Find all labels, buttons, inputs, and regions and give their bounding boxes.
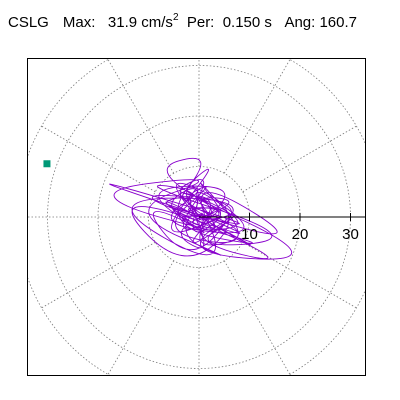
polar-spoke-300 — [223, 260, 291, 375]
per-label: Per: — [186, 14, 215, 31]
max-unit: cm/s — [141, 14, 173, 31]
max-value: 31.9 — [107, 14, 138, 31]
plot-frame: 10 20 30 — [27, 58, 366, 376]
max-label: Max: — [62, 14, 96, 31]
ang-value: 160.7 — [319, 14, 358, 31]
radial-axis-tick-label-30: 30 — [342, 226, 359, 243]
max-unit-exponent: 2 — [172, 12, 179, 23]
polar-spoke-30 — [242, 125, 357, 193]
polar-spoke-240 — [107, 260, 175, 375]
radial-axis-tick-label-20: 20 — [292, 226, 309, 243]
polar-spoke-60 — [223, 59, 291, 174]
chart-header: CSLG Max: 31.9 cm/s2 Per: 0.150 s Ang: 16… — [8, 12, 358, 31]
polar-spoke-210 — [41, 241, 156, 309]
station-code: CSLG — [8, 14, 49, 31]
per-value: 0.150 s — [222, 14, 272, 31]
max-amplitude-marker — [43, 160, 51, 168]
polar-spoke-330 — [242, 241, 357, 309]
polar-chart: 10 20 30 — [28, 59, 365, 375]
ang-label: Ang: — [284, 14, 316, 31]
polar-spoke-150 — [41, 125, 156, 193]
polar-spoke-120 — [107, 59, 175, 174]
hodograph-trace — [109, 157, 292, 260]
radial-axis-tick-label-10: 10 — [241, 226, 258, 243]
